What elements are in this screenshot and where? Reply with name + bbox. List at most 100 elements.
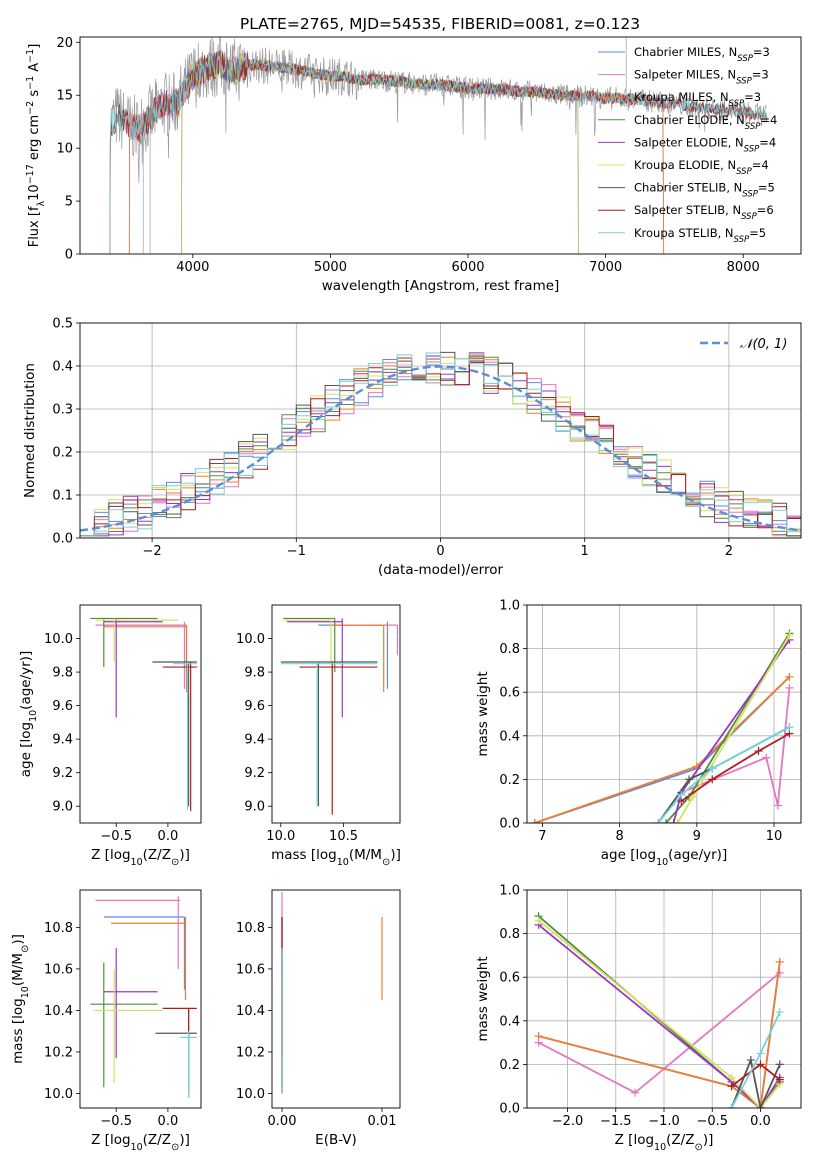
x-axis-label: Z [log10(Z/Z⊙)] (615, 1132, 714, 1153)
spectrum-axes: 4000 5000 6000 7000 8000 0 5 10 15 20 wavelength [… (25, 36, 802, 294)
legend-label: Chabrier STELIB, NSSP=5 (634, 181, 775, 200)
label-part: log (316, 847, 337, 863)
y-label-part: ] (27, 44, 42, 49)
y-tick-label: 0.5 (52, 317, 73, 332)
y-tick-label: 10.4 (44, 1004, 73, 1019)
weight-point (756, 1060, 765, 1069)
mass-vs-EBV-axes: 0.00 0.01 10.0 10.2 10.4 10.6 10.8 E(B-V) (236, 889, 401, 1148)
x-tick-label: 10 (766, 829, 783, 844)
weight-point (785, 683, 794, 692)
label-part: log (635, 847, 656, 863)
legend-text: Salpeter STELIB, N (634, 203, 741, 217)
x-tick-label: 8 (615, 829, 623, 844)
legend-text: =6 (757, 203, 774, 217)
y-tick-label: 10.6 (44, 962, 73, 977)
x-tick-label: 1 (581, 544, 589, 559)
mass-weight-vs-age-plot-area (530, 629, 794, 823)
y-tick-label: 0.2 (499, 1058, 520, 1073)
weight-line (538, 961, 781, 1108)
weight-point (785, 631, 794, 640)
x-tick-label: −1.5 (600, 1114, 632, 1129)
x-tick-label: 10.0 (266, 829, 295, 844)
legend-text: =3 (744, 90, 761, 104)
x-tick-label: −0.5 (100, 829, 132, 844)
label-part: E(B-V) (315, 1132, 357, 1148)
y-axis-label: Flux [fλ10−17 erg cm−2 s−1 A−1] (25, 44, 47, 248)
label-subscript: 10 (656, 857, 668, 868)
label-subscript: 10 (131, 1142, 143, 1153)
x-tick-label: 8000 (727, 260, 760, 275)
y-label-part: −1 (25, 76, 36, 90)
y-tick-label: 1.0 (499, 599, 520, 614)
y-tick-label: 0 (65, 248, 73, 263)
age-vs-mass-plot-area (280, 617, 399, 815)
legend-text: =4 (752, 158, 769, 172)
label-part: mass [ (271, 847, 316, 863)
y-label-part: Flux [f (27, 206, 42, 247)
mass-vs-EBV-plot-area (281, 892, 383, 1094)
legend-subscript: SSP (736, 77, 752, 87)
legend-subscript: SSP (729, 99, 745, 109)
weight-point (775, 1008, 784, 1017)
y-tick-label: 0.0 (499, 817, 520, 832)
label-part: (age/yr)] (18, 651, 34, 710)
legend-subscript: SSP (741, 212, 757, 222)
axes-frame (271, 889, 401, 1109)
label-part: ⊙ (171, 1142, 179, 1153)
weight-point (754, 747, 763, 756)
legend-subscript: SSP (737, 54, 753, 64)
x-axis-label: E(B-V) (315, 1132, 357, 1148)
label-part: (Z/Z (143, 847, 171, 863)
legend-text: =3 (753, 45, 770, 59)
y-tick-label: 10.0 (236, 1087, 265, 1102)
label-subscript: 10 (654, 1142, 666, 1153)
x-tick-label: 0.01 (368, 1114, 397, 1129)
legend-subscript: SSP (744, 144, 760, 154)
y-tick-label: 10.0 (236, 632, 265, 647)
label-part: ⊙ (171, 857, 179, 868)
y-label-part: −17 (25, 164, 36, 184)
x-tick-label: 0 (436, 544, 444, 559)
legend-text: =4 (759, 135, 776, 149)
weight-point (775, 957, 784, 966)
axes-frame (526, 604, 802, 824)
x-tick-label: 0.0 (750, 1114, 771, 1129)
legend-text: Kroupa ELODIE, N (634, 158, 736, 172)
normal-curve (80, 365, 801, 532)
x-tick-label: −2.0 (552, 1114, 584, 1129)
y-tick-label: 9.4 (52, 733, 73, 748)
weight-point (756, 1104, 765, 1108)
y-tick-label: 0.3 (52, 403, 73, 418)
weight-point (677, 790, 686, 799)
weight-point (727, 1082, 736, 1091)
x-tick-label: 9 (693, 829, 701, 844)
legend-text: Kroupa STELIB, N (634, 226, 734, 240)
weight-point (530, 819, 539, 823)
weight-point (708, 775, 717, 784)
x-tick-label: 5000 (314, 260, 347, 275)
y-label-part: −1 (25, 49, 36, 63)
legend-label: Salpeter MILES, NSSP=3 (634, 68, 769, 87)
legend-label: Salpeter ELODIE, NSSP=4 (634, 135, 776, 154)
y-axis-label: mass [log10(M/M⊙)] (10, 934, 31, 1064)
label-part: ⊙ (694, 1142, 702, 1153)
weight-line (657, 726, 790, 823)
label-part: mass [ (10, 1019, 26, 1064)
y-tick-label: 10.0 (44, 1087, 73, 1102)
x-tick-label: −0.5 (696, 1114, 728, 1129)
weight-point (775, 1075, 784, 1084)
weight-point (534, 916, 543, 925)
y-tick-label: 0.8 (499, 642, 520, 657)
y-tick-label: 10.8 (236, 921, 265, 936)
label-part: )] (179, 847, 190, 863)
y-axis-label: mass weight (475, 956, 491, 1041)
legend-label: Chabrier ELODIE, NSSP=4 (634, 113, 777, 132)
x-tick-label: 2 (725, 544, 733, 559)
weight-point (756, 1049, 765, 1058)
legend-text: =4 (760, 113, 777, 127)
label-part: Z [ (91, 847, 110, 863)
legend-text: =5 (758, 181, 775, 195)
weight-point (631, 1088, 640, 1097)
x-axis-label: Z [log10(Z/Z⊙)] (91, 1132, 190, 1153)
